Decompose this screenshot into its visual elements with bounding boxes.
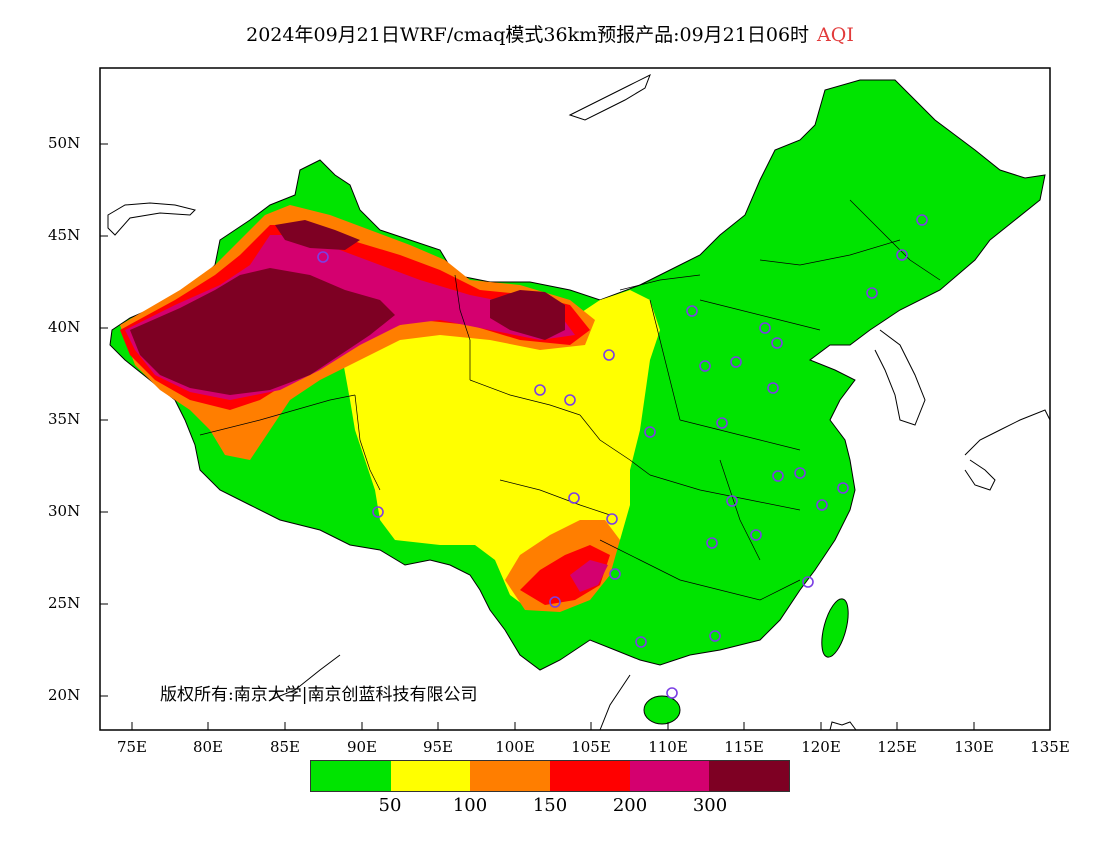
lake-baikal-outline xyxy=(568,73,651,121)
x-axis-label: 110E xyxy=(648,738,688,756)
southwest-hotspot-purple xyxy=(570,560,608,592)
station-marker xyxy=(767,382,779,394)
x-axis-label: 130E xyxy=(954,738,994,756)
x-axis-label: 100E xyxy=(495,738,535,756)
copyright-notice: 版权所有:南京大学|南京创蓝科技有限公司 xyxy=(160,685,478,705)
taiwan-island xyxy=(821,598,849,658)
station-marker xyxy=(709,630,721,642)
station-marker xyxy=(372,506,384,518)
x-axis-label: 135E xyxy=(1030,738,1070,756)
title-main: 2024年09月21日WRF/cmaq模式36km预报产品:09月21日06时 xyxy=(246,24,810,46)
y-axis-label: 35N xyxy=(48,410,81,428)
x-axis-label: 115E xyxy=(724,738,764,756)
legend-swatch xyxy=(629,761,710,791)
vietnam-coast-outline xyxy=(599,674,631,731)
station-marker xyxy=(317,251,329,263)
balkhash-outline xyxy=(107,202,196,236)
x-axis-label: 125E xyxy=(877,738,917,756)
y-axis-label: 45N xyxy=(48,226,81,244)
legend-swatch xyxy=(550,761,630,791)
station-marker xyxy=(706,537,718,549)
legend-threshold-label: 50 xyxy=(378,795,402,816)
y-axis-label: 40N xyxy=(48,318,81,336)
x-axis-label: 120E xyxy=(801,738,841,756)
station-marker xyxy=(568,492,580,504)
legend-swatch xyxy=(390,761,471,791)
station-marker xyxy=(750,529,762,541)
hazardous-zone xyxy=(130,268,395,395)
station-marker xyxy=(635,636,647,648)
x-axis-label: 105E xyxy=(571,738,611,756)
axis-ticks xyxy=(100,143,1051,730)
station-marker xyxy=(564,394,576,406)
station-marker xyxy=(726,495,738,507)
station-marker xyxy=(606,513,618,525)
japan-outline xyxy=(964,409,1051,491)
korea-outline xyxy=(874,329,926,426)
station-marker xyxy=(644,426,656,438)
station-marker xyxy=(603,349,615,361)
legend-threshold-label: 150 xyxy=(532,795,568,816)
station-marker xyxy=(716,417,728,429)
legend-threshold-label: 100 xyxy=(452,795,488,816)
x-axis-label: 95E xyxy=(422,738,454,756)
station-marker xyxy=(609,568,621,580)
station-marker xyxy=(686,305,698,317)
map-title: 2024年09月21日WRF/cmaq模式36km预报产品:09月21日06时 A… xyxy=(0,20,1100,47)
station-marker xyxy=(699,360,711,372)
station-marker xyxy=(837,482,849,494)
station-marker xyxy=(866,287,878,299)
station-marker xyxy=(666,687,678,699)
y-axis-label: 25N xyxy=(48,594,81,612)
x-axis-label: 80E xyxy=(192,738,224,756)
hazardous-zone-north xyxy=(275,220,360,250)
legend-swatch xyxy=(470,761,551,791)
station-marker xyxy=(534,384,546,396)
y-axis-label: 20N xyxy=(48,686,81,704)
hainan-island xyxy=(643,695,681,725)
station-marker xyxy=(772,470,784,482)
station-markers xyxy=(317,214,928,699)
luzon-outline xyxy=(829,721,857,731)
station-marker xyxy=(771,337,783,349)
y-axis-label: 30N xyxy=(48,502,81,520)
southwest-hotspot-red xyxy=(520,545,610,605)
y-axis-label: 50N xyxy=(48,134,81,152)
station-marker xyxy=(730,356,742,368)
station-marker xyxy=(549,596,561,608)
bay-of-bengal-outline xyxy=(269,654,341,701)
station-marker xyxy=(802,576,814,588)
title-variable: AQI xyxy=(817,24,854,46)
legend-swatch xyxy=(311,761,391,791)
station-marker xyxy=(916,214,928,226)
legend-swatch xyxy=(709,761,790,791)
station-marker xyxy=(794,467,806,479)
x-axis-label: 75E xyxy=(116,738,148,756)
station-marker xyxy=(759,322,771,334)
legend-threshold-label: 200 xyxy=(612,795,648,816)
hazardous-zone-east xyxy=(490,290,565,340)
province-borders xyxy=(199,199,941,601)
x-axis-label: 85E xyxy=(269,738,301,756)
x-axis-label: 90E xyxy=(346,738,378,756)
aqi-legend-bar xyxy=(310,760,790,792)
station-marker xyxy=(896,249,908,261)
legend-threshold-label: 300 xyxy=(692,795,728,816)
station-marker xyxy=(816,499,828,511)
